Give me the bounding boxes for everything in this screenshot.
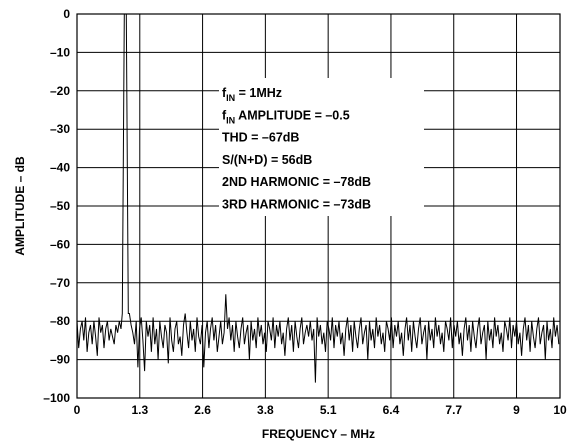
y-axis-title: AMPLITUDE – dB	[13, 156, 27, 256]
x-tick-label-1: 1.3	[131, 403, 148, 417]
x-tick-label-7: 9	[513, 403, 520, 417]
annotation-line-1: fIN = 1MHz	[222, 86, 282, 103]
x-tick-label-8: 10	[553, 403, 567, 417]
x-axis-title: FREQUENCY – MHz	[262, 427, 375, 441]
y-tick-label-4: –40	[50, 161, 70, 175]
y-tick-label-0: 0	[63, 7, 70, 21]
spectrum-trace	[76, 13, 560, 383]
y-tick-label-1: –10	[50, 45, 70, 59]
x-tick-label-0: 0	[74, 403, 81, 417]
y-tick-label-8: –80	[50, 314, 70, 328]
annotation-line-4: S/(N+D) = 56dB	[222, 153, 312, 167]
x-tick-label-5: 6.4	[383, 403, 400, 417]
y-tick-label-5: –50	[50, 199, 70, 213]
x-tick-label-2: 2.6	[194, 403, 211, 417]
y-tick-label-9: –90	[50, 353, 70, 367]
y-tick-label-10: –100	[43, 391, 70, 405]
y-tick-label-2: –20	[50, 84, 70, 98]
y-tick-label-7: –70	[50, 276, 70, 290]
plot-frame	[76, 13, 561, 399]
annotation-background	[219, 78, 424, 216]
annotation-line-3: THD = –67dB	[222, 131, 299, 145]
x-tick-label-3: 3.8	[257, 403, 274, 417]
annotation-line-5: 2ND HARMONIC = –78dB	[222, 175, 371, 189]
y-tick-label-6: –60	[50, 237, 70, 251]
x-tick-label-6: 7.7	[445, 403, 462, 417]
annotation-line-6: 3RD HARMONIC = –73dB	[222, 198, 371, 212]
y-tick-label-3: –30	[50, 122, 70, 136]
x-tick-label-4: 5.1	[320, 403, 337, 417]
annotation-line-2: fIN AMPLITUDE = –0.5	[222, 108, 350, 125]
